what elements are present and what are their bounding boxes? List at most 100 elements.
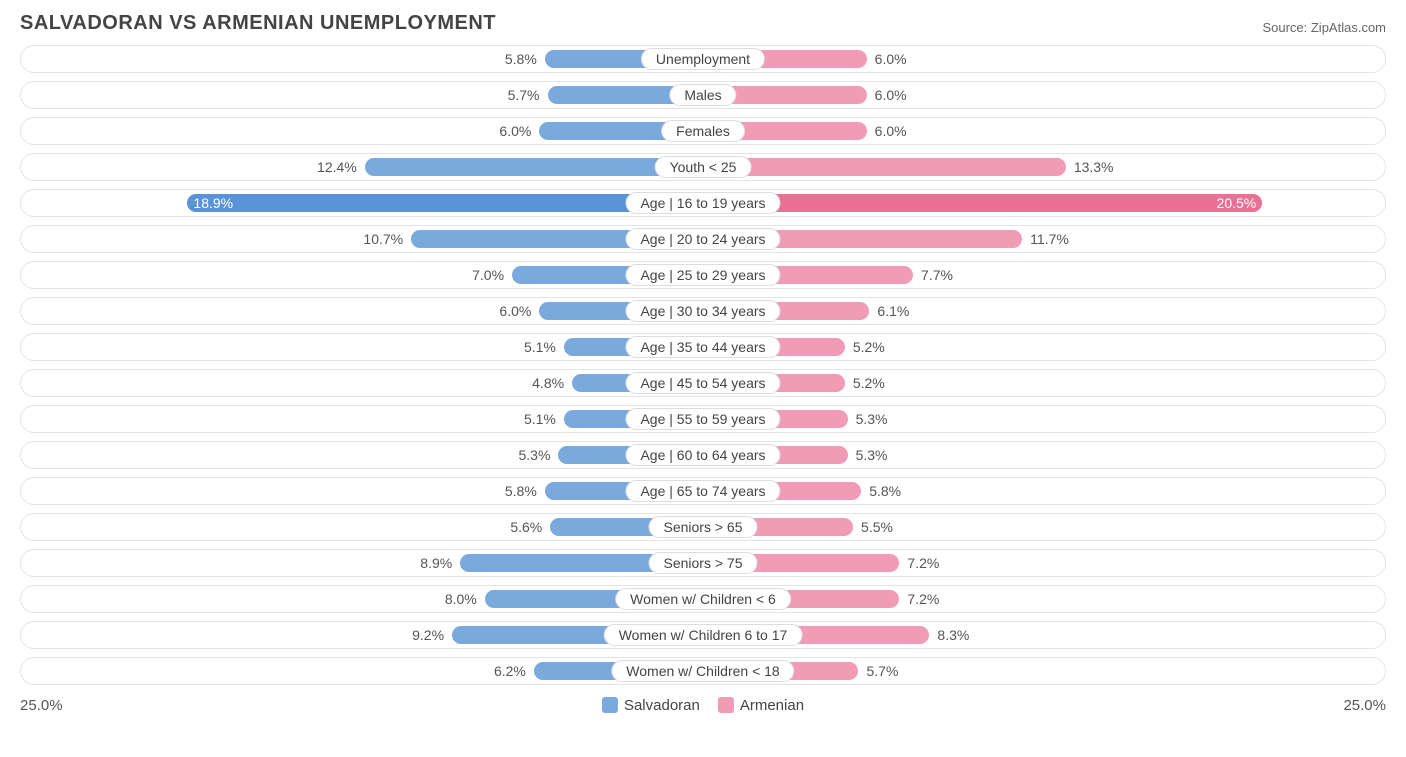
legend-swatch-right: [718, 697, 734, 713]
value-left: 5.8%: [505, 483, 545, 499]
chart-row: 18.9% 20.5% Age | 16 to 19 years: [20, 189, 1386, 217]
row-left-half: 6.2%: [21, 658, 703, 684]
row-left-half: 12.4%: [21, 154, 703, 180]
value-left: 8.9%: [420, 555, 460, 571]
value-left: 5.6%: [510, 519, 550, 535]
row-right-half: 5.3%: [703, 406, 1385, 432]
axis-max-right: 25.0%: [1343, 697, 1386, 714]
value-right: 5.8%: [861, 483, 901, 499]
row-right-half: 7.2%: [703, 586, 1385, 612]
row-right-half: 5.5%: [703, 514, 1385, 540]
chart-row: 6.0%6.0%Females: [20, 117, 1386, 145]
row-right-half: 7.7%: [703, 262, 1385, 288]
value-right: 6.0%: [867, 51, 907, 67]
value-right: 13.3%: [1066, 159, 1114, 175]
value-right: 5.7%: [858, 663, 898, 679]
chart-title: SALVADORAN VS ARMENIAN UNEMPLOYMENT: [20, 12, 496, 35]
row-left-half: 5.8%: [21, 46, 703, 72]
legend-label-right: Armenian: [740, 697, 804, 714]
value-left: 4.8%: [532, 375, 572, 391]
row-category-label: Males: [669, 84, 736, 106]
row-left-half: 18.9%: [21, 190, 703, 216]
bar-left: 12.4%: [365, 158, 703, 176]
chart-header: SALVADORAN VS ARMENIAN UNEMPLOYMENT Sour…: [20, 12, 1386, 35]
row-right-half: 6.1%: [703, 298, 1385, 324]
row-category-label: Seniors > 65: [649, 516, 758, 538]
value-right: 6.0%: [867, 123, 907, 139]
chart-row: 5.1%5.2%Age | 35 to 44 years: [20, 333, 1386, 361]
value-right: 5.5%: [853, 519, 893, 535]
row-category-label: Age | 45 to 54 years: [625, 372, 780, 394]
legend-label-left: Salvadoran: [624, 697, 700, 714]
row-left-half: 5.1%: [21, 406, 703, 432]
value-right: 8.3%: [929, 627, 969, 643]
value-right: 7.7%: [913, 267, 953, 283]
value-right: 20.5%: [1217, 195, 1257, 211]
value-right: 7.2%: [899, 555, 939, 571]
chart-row: 12.4%13.3%Youth < 25: [20, 153, 1386, 181]
value-left: 5.7%: [508, 87, 548, 103]
chart-row: 5.8% 6.0% Unemployment: [20, 45, 1386, 73]
legend-item-left: Salvadoran: [602, 697, 700, 714]
chart-row: 6.2% 5.7% Women w/ Children < 18: [20, 657, 1386, 685]
value-left: 5.1%: [524, 411, 564, 427]
value-left: 5.3%: [519, 447, 559, 463]
row-left-half: 5.8%: [21, 478, 703, 504]
row-left-half: 5.7%: [21, 82, 703, 108]
bar-right: 20.5%: [703, 194, 1262, 212]
row-category-label: Age | 35 to 44 years: [625, 336, 780, 358]
bar-right: 13.3%: [703, 158, 1066, 176]
chart-row: 5.1% 5.3% Age | 55 to 59 years: [20, 405, 1386, 433]
row-left-half: 7.0%: [21, 262, 703, 288]
value-left: 18.9%: [193, 195, 233, 211]
chart-row: 5.6% 5.5% Seniors > 65: [20, 513, 1386, 541]
row-left-half: 4.8%: [21, 370, 703, 396]
value-left: 10.7%: [363, 231, 411, 247]
chart-row: 8.0% 7.2% Women w/ Children < 6: [20, 585, 1386, 613]
row-category-label: Age | 60 to 64 years: [625, 444, 780, 466]
row-category-label: Youth < 25: [655, 156, 752, 178]
value-right: 5.3%: [848, 447, 888, 463]
row-category-label: Age | 55 to 59 years: [625, 408, 780, 430]
row-category-label: Unemployment: [641, 48, 765, 70]
row-right-half: 5.2%: [703, 334, 1385, 360]
value-right: 5.3%: [848, 411, 888, 427]
chart-source: Source: ZipAtlas.com: [1262, 20, 1386, 35]
row-category-label: Age | 25 to 29 years: [625, 264, 780, 286]
chart-row: 8.9%7.2%Seniors > 75: [20, 549, 1386, 577]
chart-footer: 25.0% Salvadoran Armenian 25.0%: [20, 693, 1386, 717]
row-right-half: 5.2%: [703, 370, 1385, 396]
value-right: 11.7%: [1022, 231, 1069, 247]
row-right-half: 6.0%: [703, 118, 1385, 144]
row-category-label: Age | 20 to 24 years: [625, 228, 780, 250]
row-right-half: 13.3%: [703, 154, 1385, 180]
row-category-label: Females: [661, 120, 745, 142]
row-right-half: 5.3%: [703, 442, 1385, 468]
row-category-label: Women w/ Children < 18: [611, 660, 794, 682]
chart-row: 5.8%5.8%Age | 65 to 74 years: [20, 477, 1386, 505]
row-right-half: 11.7%: [703, 226, 1385, 252]
row-category-label: Women w/ Children 6 to 17: [604, 624, 803, 646]
chart-row: 5.7% 6.0%Males: [20, 81, 1386, 109]
row-right-half: 20.5%: [703, 190, 1385, 216]
row-left-half: 6.0%: [21, 118, 703, 144]
chart-row: 10.7% 11.7% Age | 20 to 24 years: [20, 225, 1386, 253]
value-right: 5.2%: [845, 375, 885, 391]
chart-row: 5.3% 5.3% Age | 60 to 64 years: [20, 441, 1386, 469]
chart-row: 9.2%8.3%Women w/ Children 6 to 17: [20, 621, 1386, 649]
value-left: 5.8%: [505, 51, 545, 67]
diverging-bar-chart: 5.8%6.0%Unemployment5.7%6.0%Males6.0%6.0…: [20, 45, 1386, 685]
row-left-half: 6.0%: [21, 298, 703, 324]
row-left-half: 8.0%: [21, 586, 703, 612]
row-left-half: 8.9%: [21, 550, 703, 576]
row-category-label: Age | 16 to 19 years: [625, 192, 780, 214]
value-left: 7.0%: [472, 267, 512, 283]
axis-max-left: 25.0%: [20, 697, 63, 714]
chart-row: 4.8% 5.2% Age | 45 to 54 years: [20, 369, 1386, 397]
row-right-half: 7.2%: [703, 550, 1385, 576]
row-category-label: Women w/ Children < 6: [615, 588, 791, 610]
row-right-half: 6.0%: [703, 82, 1385, 108]
value-right: 7.2%: [899, 591, 939, 607]
row-right-half: 8.3%: [703, 622, 1385, 648]
legend-item-right: Armenian: [718, 697, 804, 714]
